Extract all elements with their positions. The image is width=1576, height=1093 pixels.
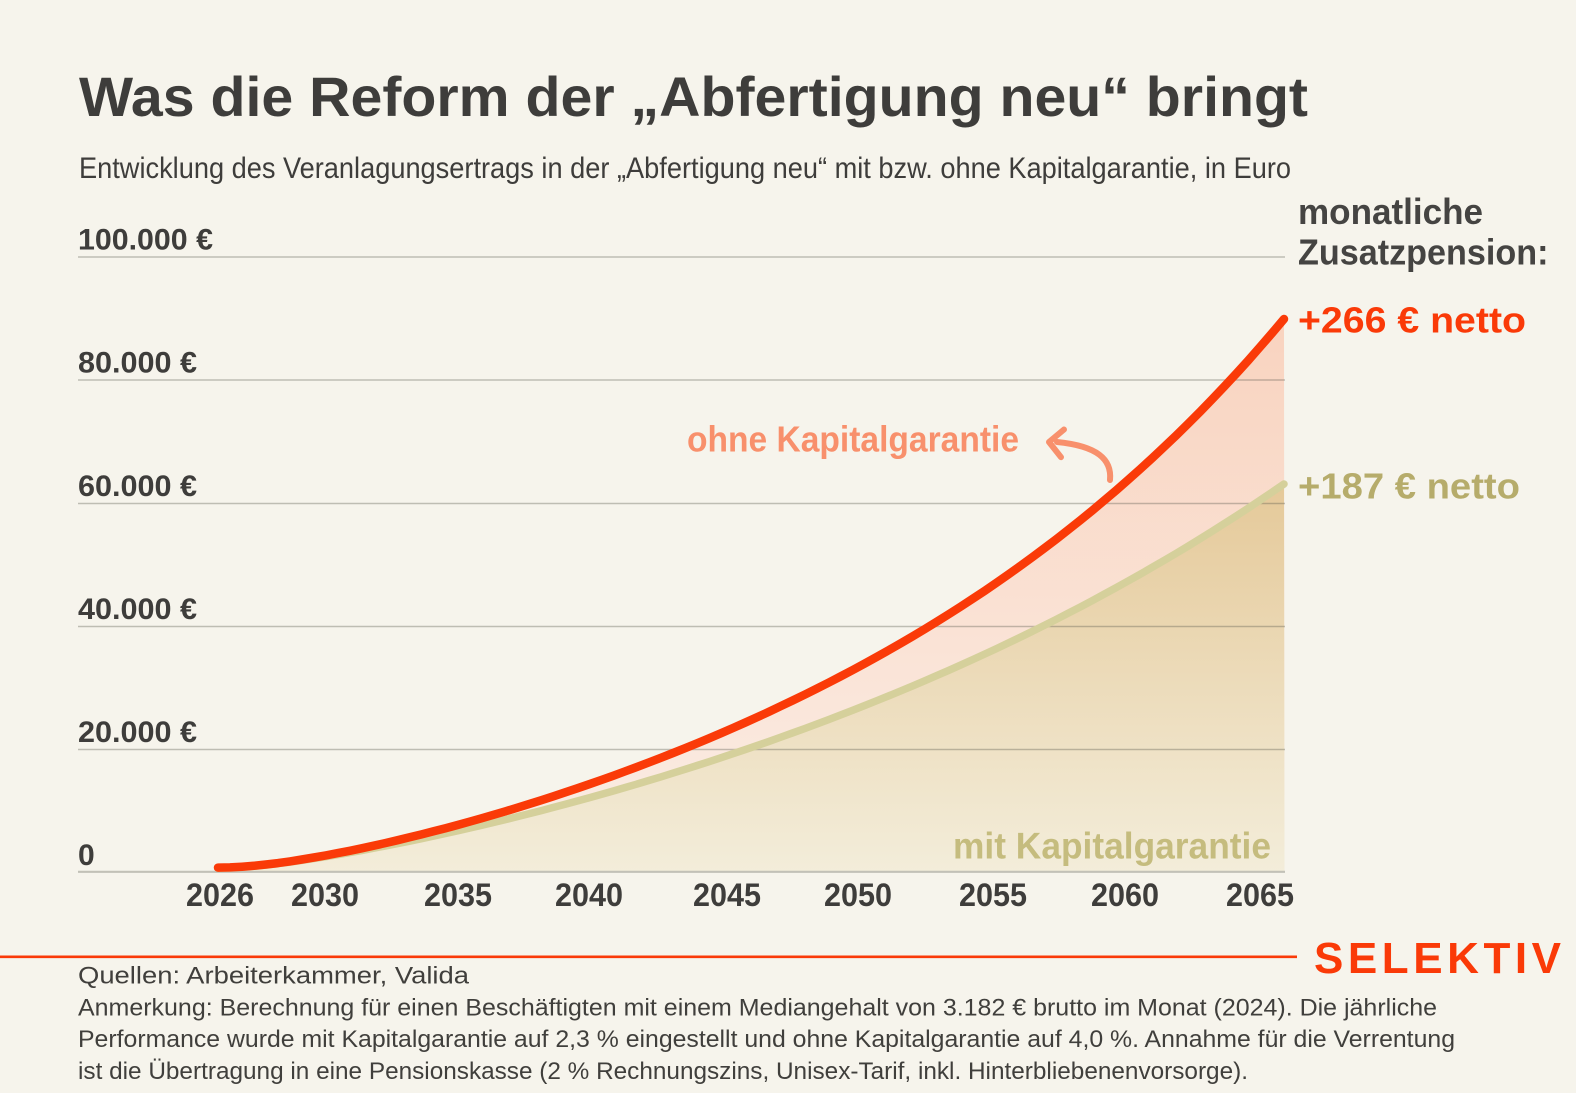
svg-text:2030: 2030	[291, 877, 359, 913]
svg-text:Entwicklung des Veranlagungser: Entwicklung des Veranlagungsertrags in d…	[79, 152, 1291, 185]
svg-text:SELEKTIV: SELEKTIV	[1314, 934, 1566, 983]
svg-text:mit Kapitalgarantie: mit Kapitalgarantie	[953, 825, 1271, 866]
svg-text:20.000 €: 20.000 €	[78, 716, 197, 749]
svg-text:2060: 2060	[1091, 877, 1159, 913]
svg-text:ohne Kapitalgarantie: ohne Kapitalgarantie	[687, 419, 1019, 460]
svg-text:80.000 €: 80.000 €	[78, 347, 197, 380]
svg-text:monatliche: monatliche	[1298, 191, 1483, 232]
svg-text:ist die Übertragung in eine Pe: ist die Übertragung in eine Pensionskass…	[78, 1058, 1248, 1085]
svg-text:2040: 2040	[555, 877, 623, 913]
svg-text:+187 € netto: +187 € netto	[1298, 466, 1520, 507]
svg-text:Anmerkung: Berechnung für eine: Anmerkung: Berechnung für einen Beschäft…	[78, 994, 1437, 1021]
svg-text:Quellen: Arbeiterkammer, Valid: Quellen: Arbeiterkammer, Valida	[78, 963, 470, 990]
svg-text:Performance wurde mit Kapitalg: Performance wurde mit Kapitalgarantie au…	[78, 1026, 1455, 1053]
svg-text:2065: 2065	[1226, 877, 1294, 913]
svg-text:Was die Reform der „Abfertigun: Was die Reform der „Abfertigung neu“ bri…	[79, 65, 1308, 128]
svg-text:0: 0	[78, 839, 95, 872]
svg-text:2026: 2026	[186, 877, 254, 913]
svg-text:40.000 €: 40.000 €	[78, 593, 197, 626]
svg-text:+266 € netto: +266 € netto	[1298, 300, 1526, 341]
svg-text:100.000 €: 100.000 €	[78, 224, 213, 257]
svg-text:2045: 2045	[693, 877, 761, 913]
svg-text:60.000 €: 60.000 €	[78, 470, 197, 503]
svg-text:2055: 2055	[959, 877, 1027, 913]
svg-text:2050: 2050	[824, 877, 892, 913]
svg-text:2035: 2035	[424, 877, 492, 913]
svg-text:Zusatzpension:: Zusatzpension:	[1298, 231, 1549, 272]
